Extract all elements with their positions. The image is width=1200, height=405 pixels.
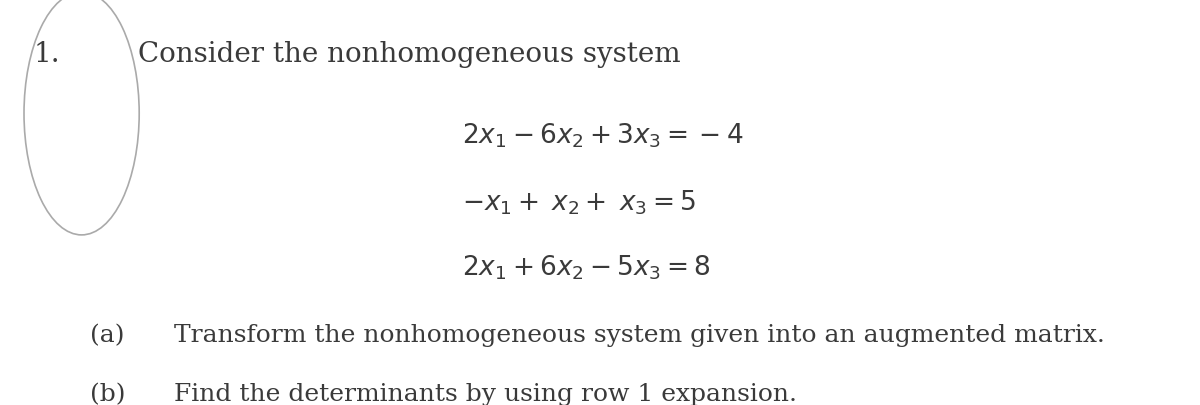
Text: Find the determinants by using row 1 expansion.: Find the determinants by using row 1 exp… [174, 383, 797, 405]
Text: (b): (b) [90, 383, 126, 405]
Text: (a): (a) [90, 324, 125, 347]
Text: $2x_1 + 6x_2 - 5x_3 = 8$: $2x_1 + 6x_2 - 5x_3 = 8$ [462, 253, 710, 281]
Text: $-x_1 +\; x_2 +\; x_3 = 5$: $-x_1 +\; x_2 +\; x_3 = 5$ [462, 188, 696, 217]
Text: Transform the nonhomogeneous system given into an augmented matrix.: Transform the nonhomogeneous system give… [174, 324, 1105, 347]
Text: Consider the nonhomogeneous system: Consider the nonhomogeneous system [138, 40, 680, 68]
Text: $2x_1 - 6x_2 + 3x_3 = -4$: $2x_1 - 6x_2 + 3x_3 = -4$ [462, 122, 744, 150]
Text: 1.: 1. [34, 40, 60, 68]
